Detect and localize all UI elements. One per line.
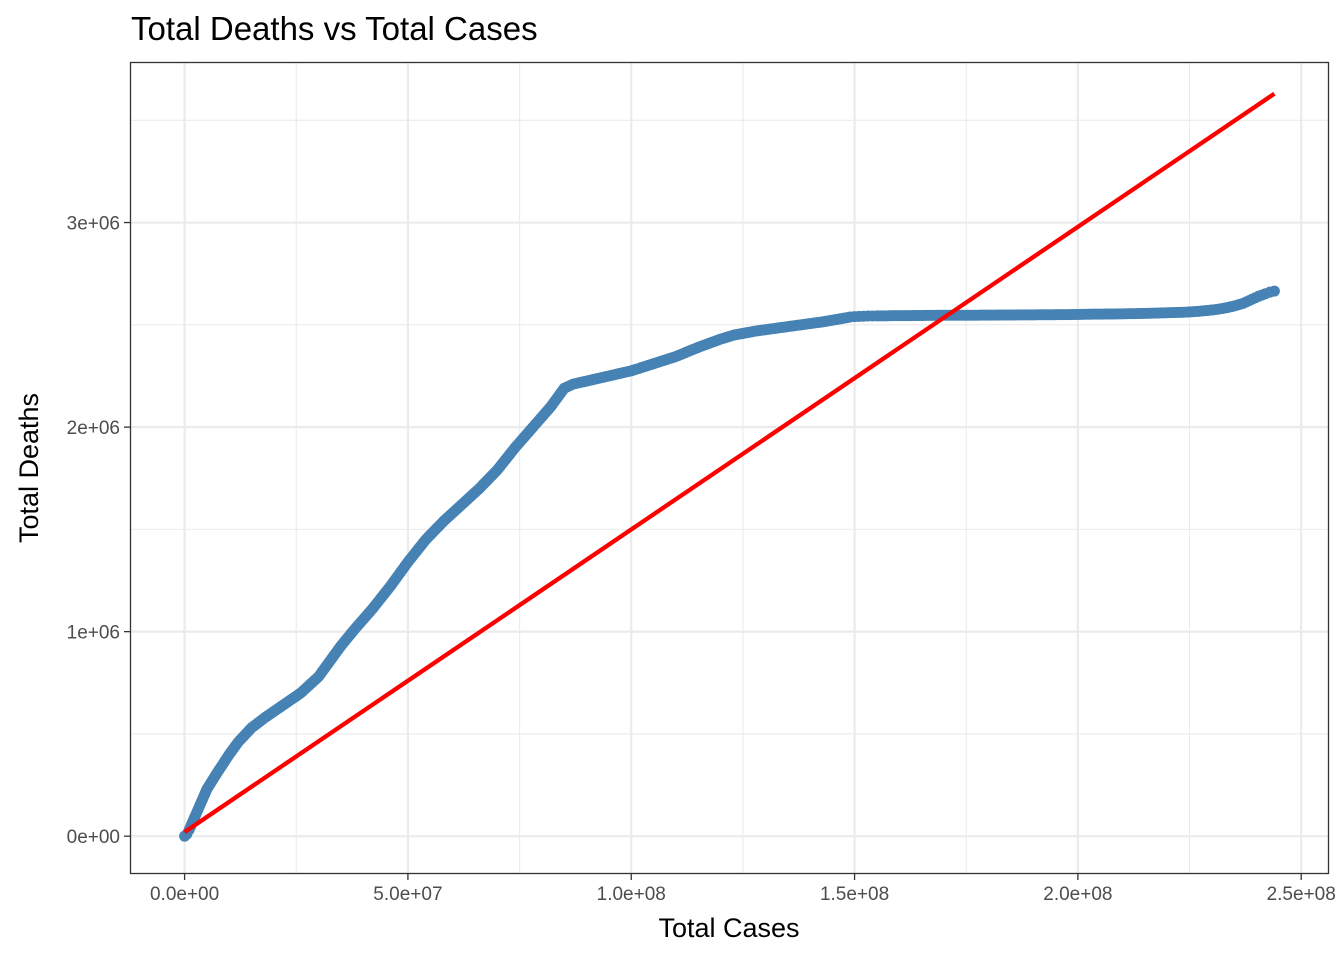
- y-tick-label: 0e+00: [67, 827, 120, 848]
- plot-area: [179, 91, 1280, 842]
- data-point: [1268, 285, 1280, 297]
- y-tick-label: 2e+06: [67, 418, 120, 439]
- x-tick-label: 2.0e+08: [1043, 884, 1112, 905]
- y-tick-label: 3e+06: [67, 214, 120, 235]
- x-axis-title: Total Cases: [658, 913, 799, 943]
- x-tick-label: 5.0e+07: [373, 884, 442, 905]
- regression-line: [183, 91, 1276, 834]
- y-tick-label: 1e+06: [67, 623, 120, 644]
- x-tick-label: 2.5e+08: [1267, 884, 1336, 905]
- x-tick-label: 1.0e+08: [597, 884, 666, 905]
- x-tick-label: 1.5e+08: [820, 884, 889, 905]
- major-gridlines: [131, 63, 1328, 873]
- x-tick-label: 0.0e+00: [150, 884, 219, 905]
- y-axis: 0e+00 1e+06 2e+06 3e+06: [67, 214, 131, 848]
- x-axis: 0.0e+00 5.0e+07 1.0e+08 1.5e+08 2.0e+08 2.5e+…: [150, 873, 1336, 905]
- minor-gridlines: [131, 63, 1328, 873]
- y-axis-title: Total Deaths: [14, 393, 44, 543]
- panel-border: [129, 61, 1330, 875]
- chart-title: Total Deaths vs Total Cases: [131, 10, 538, 47]
